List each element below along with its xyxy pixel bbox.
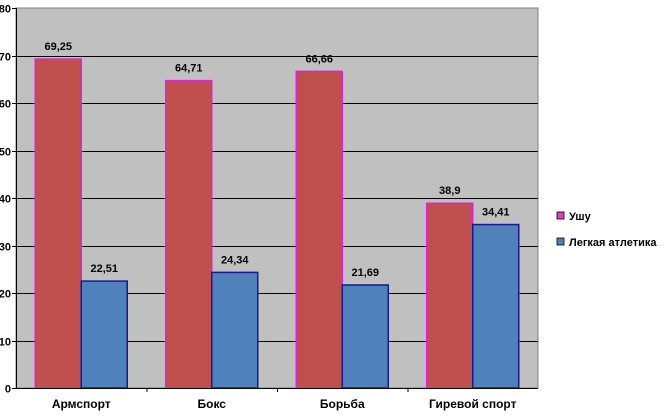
category-label: Армспорт <box>52 397 111 411</box>
legend-label: Легкая атлетика <box>569 237 657 249</box>
y-tick-label: 80 <box>0 4 11 16</box>
data-label: 38,9 <box>439 185 460 197</box>
category-label: Гиревой спорт <box>429 397 517 411</box>
legend: Ушу Легкая атлетика <box>556 211 657 249</box>
y-tick-label: 60 <box>0 99 11 111</box>
bar-athletics-3 <box>472 223 520 389</box>
y-tick-label: 30 <box>0 242 11 254</box>
data-labels: 69,25 22,51 64,71 24,34 66,66 21,69 38,9 34,41 <box>44 41 509 279</box>
category-label: Бокс <box>198 397 227 411</box>
y-tick-label: 0 <box>5 384 11 396</box>
data-label: 22,51 <box>90 263 118 275</box>
bar-wushu-3 <box>426 202 474 389</box>
legend-label: Ушу <box>569 211 592 223</box>
y-tick-label: 40 <box>0 194 11 206</box>
data-label: 64,71 <box>175 63 203 75</box>
data-label: 24,34 <box>221 254 249 266</box>
category-label: Борьба <box>320 397 365 411</box>
data-label: 34,41 <box>482 207 510 219</box>
data-label: 69,25 <box>44 41 72 53</box>
bars <box>34 58 520 389</box>
bar-wushu-1 <box>165 79 213 389</box>
bar-athletics-2 <box>341 284 389 389</box>
legend-swatch <box>556 237 565 246</box>
bar-athletics-1 <box>211 271 259 389</box>
bar-wushu-0 <box>34 58 82 389</box>
y-tick-label: 50 <box>0 147 11 159</box>
x-axis: Армспорт Бокс Борьба Гиревой спорт <box>16 388 538 411</box>
y-tick-label: 70 <box>0 52 11 64</box>
bar-athletics-0 <box>80 280 128 389</box>
data-label: 66,66 <box>305 53 333 65</box>
y-axis: 0 10 20 30 40 50 60 70 80 <box>0 4 17 396</box>
legend-swatch <box>556 211 565 220</box>
bar-wushu-2 <box>295 70 343 389</box>
y-tick-label: 20 <box>0 289 11 301</box>
y-tick-label: 10 <box>0 337 11 349</box>
data-label: 21,69 <box>351 267 379 279</box>
